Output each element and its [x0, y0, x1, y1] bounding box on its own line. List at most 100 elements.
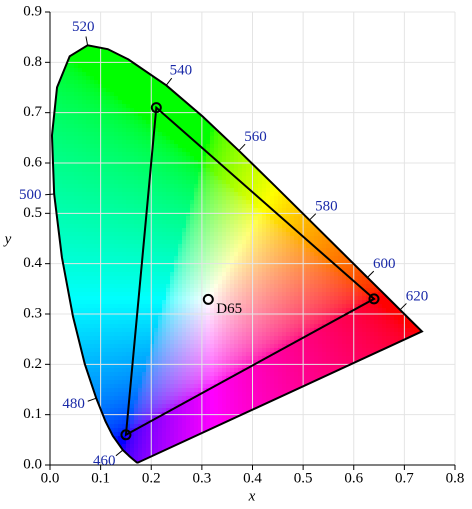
color-cell [242, 344, 247, 349]
color-cell [106, 68, 111, 73]
color-cell [198, 408, 203, 413]
color-cell [206, 196, 211, 201]
color-cell [302, 216, 307, 221]
color-cell [194, 220, 199, 225]
color-cell [210, 272, 215, 277]
color-cell [254, 380, 259, 385]
color-cell [114, 240, 119, 245]
color-cell [82, 156, 87, 161]
color-cell [262, 228, 267, 233]
color-cell [90, 352, 95, 357]
color-cell [210, 212, 215, 217]
color-cell [262, 392, 267, 397]
color-cell [90, 248, 95, 253]
color-cell [118, 136, 123, 141]
color-cell [170, 432, 175, 437]
color-cell [202, 304, 207, 309]
color-cell [158, 172, 163, 177]
color-cell [258, 380, 263, 385]
color-cell [74, 88, 79, 93]
color-cell [58, 160, 63, 165]
color-cell [318, 344, 323, 349]
color-cell [162, 96, 167, 101]
color-cell [290, 296, 295, 301]
color-cell [278, 244, 283, 249]
color-cell [290, 264, 295, 269]
color-cell [102, 340, 107, 345]
color-cell [162, 336, 167, 341]
color-cell [118, 128, 123, 133]
color-cell [186, 260, 191, 265]
color-cell [182, 368, 187, 373]
color-cell [266, 292, 271, 297]
color-cell [166, 372, 171, 377]
color-cell [170, 124, 175, 129]
color-cell [238, 200, 243, 205]
color-cell [182, 232, 187, 237]
color-cell [242, 184, 247, 189]
color-cell [154, 96, 159, 101]
color-cell [226, 352, 231, 357]
color-cell [94, 148, 99, 153]
color-cell [134, 112, 139, 117]
color-cell [110, 176, 115, 181]
color-cell [138, 244, 143, 249]
color-cell [218, 268, 223, 273]
color-cell [266, 368, 271, 373]
color-cell [134, 300, 139, 305]
color-cell [74, 132, 79, 137]
color-cell [302, 248, 307, 253]
color-cell [314, 368, 319, 373]
color-cell [178, 228, 183, 233]
color-cell [278, 328, 283, 333]
color-cell [230, 336, 235, 341]
color-cell [226, 300, 231, 305]
color-cell [138, 128, 143, 133]
color-cell [166, 392, 171, 397]
color-cell [150, 264, 155, 269]
color-cell [266, 240, 271, 245]
color-cell [198, 136, 203, 141]
color-cell [142, 348, 147, 353]
color-cell [282, 280, 287, 285]
color-cell [282, 264, 287, 269]
color-cell [146, 220, 151, 225]
color-cell [130, 176, 135, 181]
color-cell [258, 372, 263, 377]
color-cell [314, 376, 319, 381]
color-cell [134, 416, 139, 421]
color-cell [190, 344, 195, 349]
color-cell [298, 308, 303, 313]
color-cell [78, 332, 83, 337]
color-cell [242, 332, 247, 337]
color-cell [70, 176, 75, 181]
color-cell [82, 288, 87, 293]
color-cell [158, 292, 163, 297]
color-cell [218, 176, 223, 181]
color-cell [114, 432, 119, 437]
color-cell [122, 416, 127, 421]
color-cell [194, 192, 199, 197]
color-cell [222, 304, 227, 309]
color-cell [162, 364, 167, 369]
color-cell [62, 92, 67, 97]
color-cell [162, 168, 167, 173]
color-cell [294, 264, 299, 269]
color-cell [170, 288, 175, 293]
color-cell [102, 384, 107, 389]
color-cell [114, 344, 119, 349]
color-cell [138, 452, 143, 457]
color-cell [110, 420, 115, 425]
color-cell [246, 288, 251, 293]
color-cell [230, 180, 235, 185]
color-cell [118, 152, 123, 157]
color-cell [210, 140, 215, 145]
color-cell [218, 144, 223, 149]
color-cell [258, 256, 263, 261]
color-cell [210, 356, 215, 361]
color-cell [58, 212, 63, 217]
color-cell [126, 344, 131, 349]
color-cell [142, 332, 147, 337]
color-cell [186, 284, 191, 289]
color-cell [210, 368, 215, 373]
